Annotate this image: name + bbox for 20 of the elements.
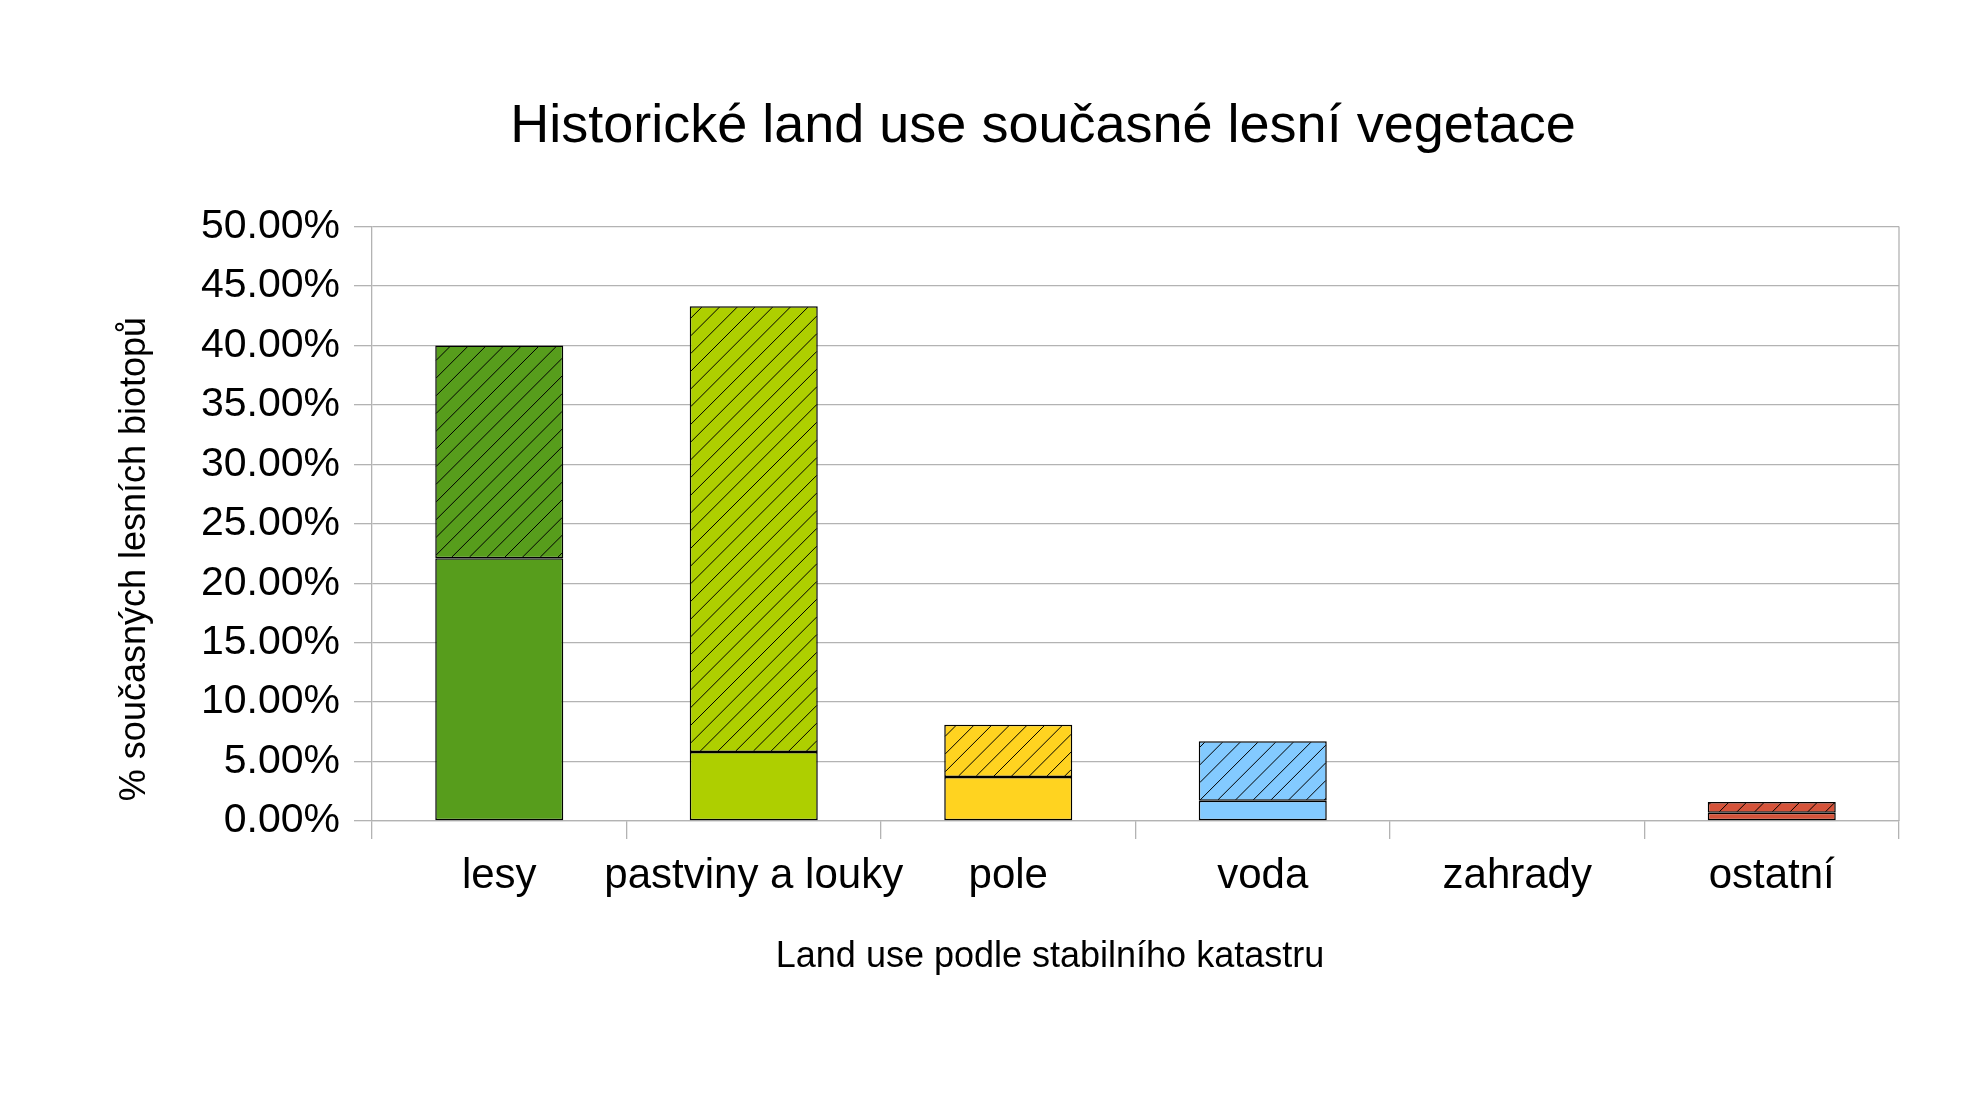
y-tick-label: 40.00% bbox=[200, 319, 340, 366]
y-tick-label: 0.00% bbox=[223, 795, 340, 842]
chart-title: Historické land use současné lesní vegetace bbox=[510, 91, 1576, 155]
x-tick-label: pole bbox=[968, 849, 1048, 897]
y-tick-label: 20.00% bbox=[200, 557, 340, 604]
x-axis-title: Land use podle stabilního katastru bbox=[775, 934, 1325, 976]
y-tick-label: 5.00% bbox=[223, 735, 340, 782]
x-tick-label: ostatní bbox=[1708, 849, 1836, 897]
y-tick-label: 45.00% bbox=[200, 260, 340, 307]
y-tick-label: 25.00% bbox=[200, 498, 340, 545]
y-tick-label: 10.00% bbox=[200, 676, 340, 723]
x-tick-label: lesy bbox=[461, 849, 537, 897]
y-tick-label: 30.00% bbox=[200, 438, 340, 485]
x-tick-label: zahrady bbox=[1442, 849, 1592, 897]
y-axis-title: % současných lesních biotopů bbox=[112, 316, 154, 802]
x-tick-label: voda bbox=[1217, 849, 1309, 897]
x-tick-label: pastviny a louky bbox=[604, 849, 904, 897]
y-tick-label: 15.00% bbox=[200, 616, 340, 663]
y-tick-label: 35.00% bbox=[200, 379, 340, 426]
y-tick-label: 50.00% bbox=[200, 200, 340, 247]
